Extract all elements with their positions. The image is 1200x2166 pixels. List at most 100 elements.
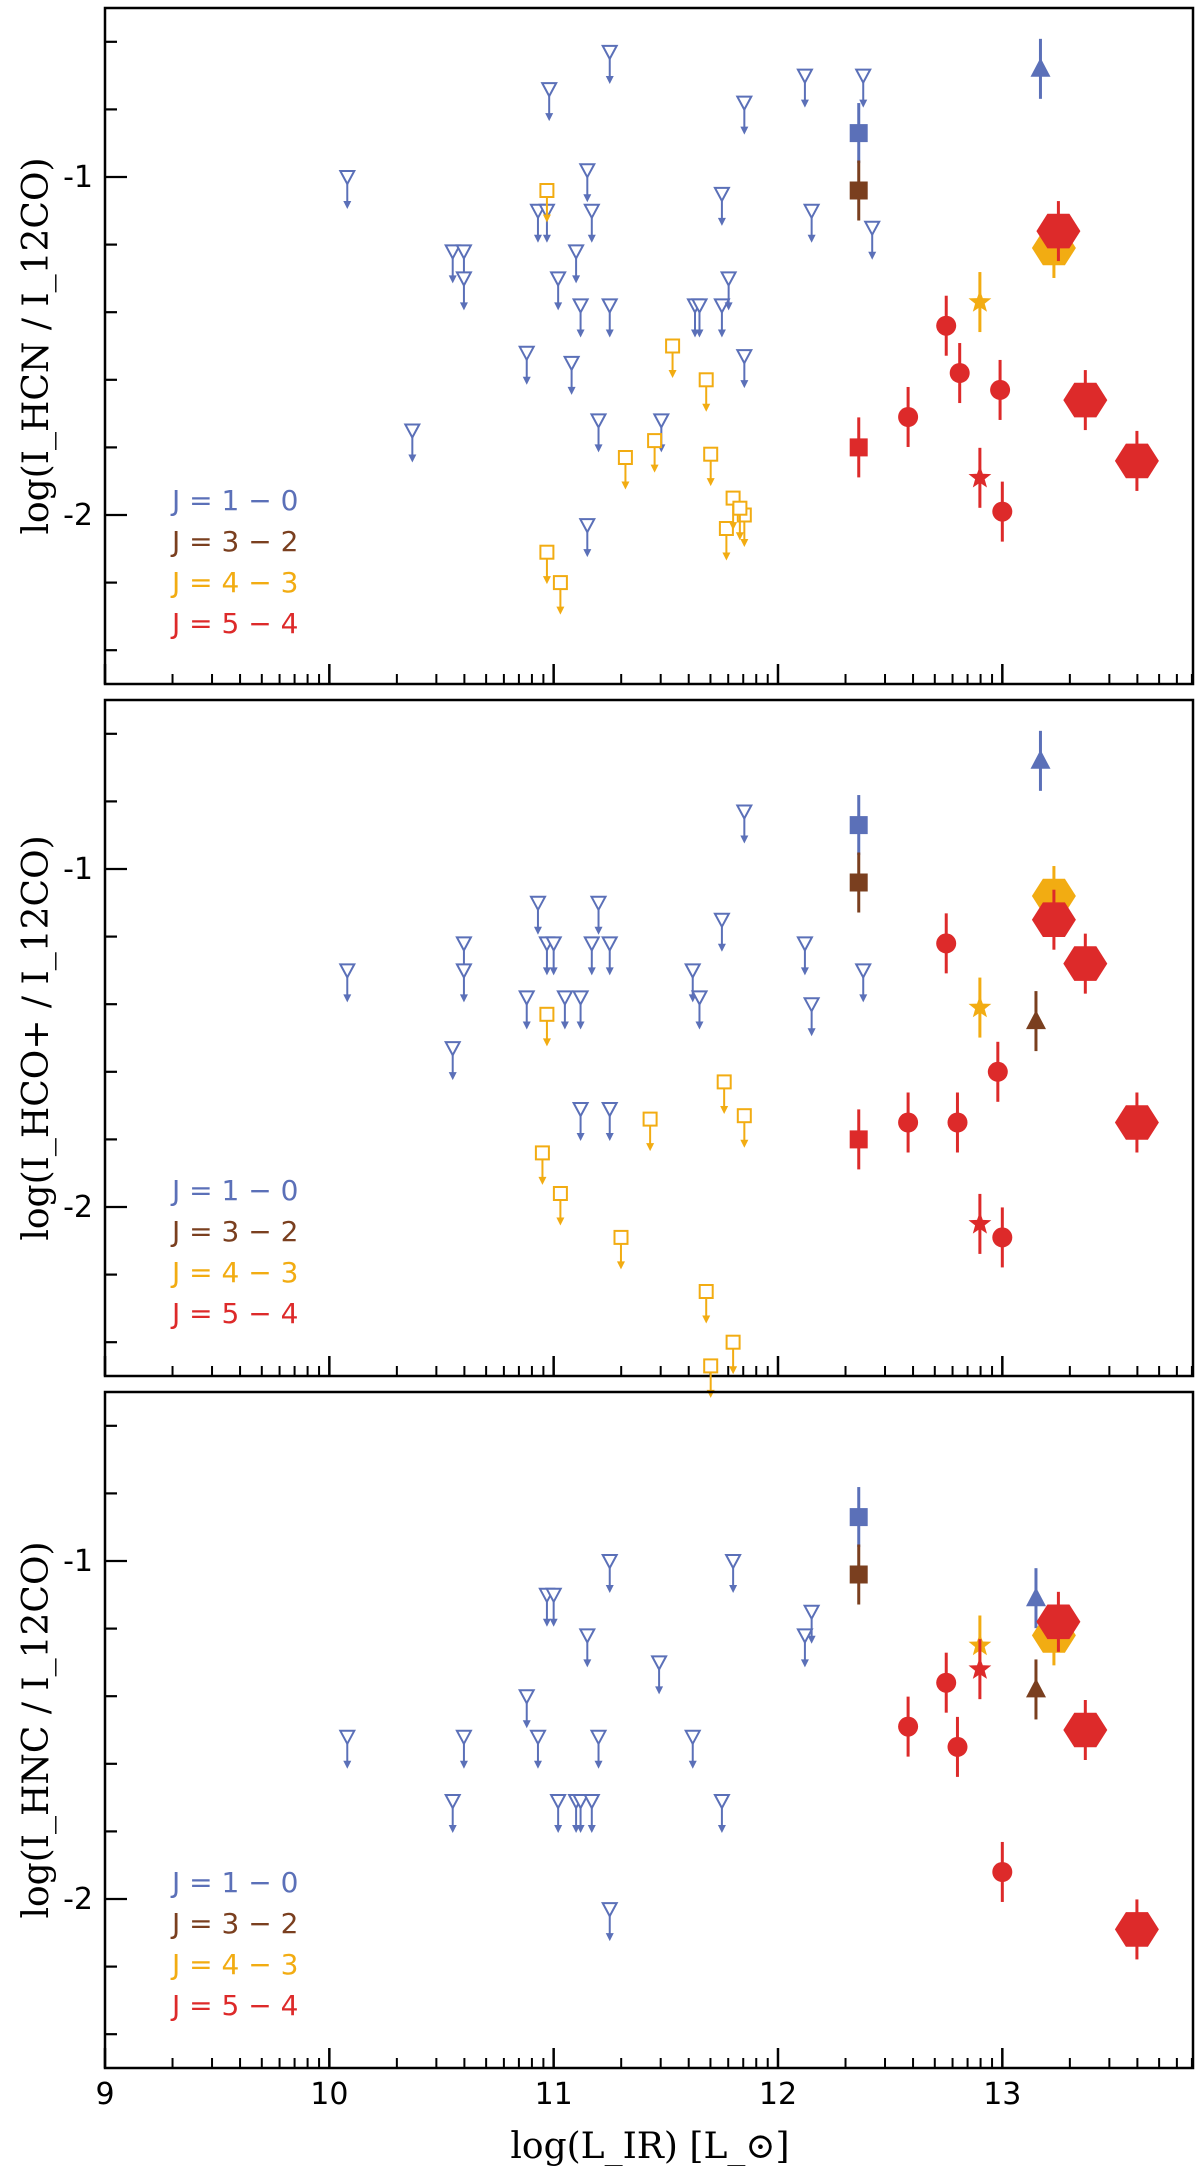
upper-limit-arrow-head <box>542 967 551 976</box>
data-point <box>992 1862 1013 1882</box>
upper-limit-arrow-head <box>522 376 531 385</box>
upper-limit-arrow-head <box>807 1028 816 1037</box>
panel-hcop-legend: J = 1 − 0 J = 3 − 2 J = 4 − 3 J = 5 − 4 <box>170 1174 298 1330</box>
data-point <box>518 990 536 1007</box>
upper-limit-arrow-head <box>605 329 614 338</box>
upper-limit-arrow-head <box>448 1072 457 1081</box>
data-point <box>1114 1105 1159 1140</box>
data-point <box>936 315 957 336</box>
data-point <box>583 203 601 220</box>
x-tick-label: 9 <box>95 2077 114 2112</box>
data-point <box>1036 1604 1081 1640</box>
data-point <box>1026 1010 1046 1030</box>
legend-label-j54: J = 5 − 4 <box>170 1989 298 2022</box>
data-point <box>849 1565 868 1584</box>
panel-hnc-ylabel: log(I_HNC / I_12CO) <box>16 1541 57 1918</box>
legend-label-j10: J = 1 − 0 <box>170 1174 298 1207</box>
upper-limit-arrow-head <box>722 552 731 561</box>
data-point <box>968 1211 992 1234</box>
data-point <box>802 1604 821 1621</box>
data-point <box>736 1108 752 1124</box>
upper-limit-arrow-head <box>702 1315 711 1324</box>
data-point <box>583 1794 601 1811</box>
upper-limit-arrow-head <box>554 302 563 311</box>
panel-hcn-legend: J = 1 − 0 J = 3 − 2 J = 4 − 3 J = 5 − 4 <box>170 484 298 640</box>
legend-label-j43: J = 4 − 3 <box>170 566 298 599</box>
data-point <box>444 244 462 261</box>
upper-limit-arrow-head <box>688 1760 697 1769</box>
upper-limit-arrow-head <box>556 1217 565 1226</box>
upper-limit-arrow-head <box>576 1132 585 1141</box>
data-point <box>578 1628 596 1645</box>
upper-limit-arrow-head <box>542 214 551 223</box>
data-point <box>1114 443 1159 479</box>
data-point <box>567 244 585 261</box>
upper-limit-arrow-head <box>556 606 565 615</box>
upper-limit-arrow-head <box>605 967 614 976</box>
data-point <box>552 1186 568 1201</box>
legend-label-j32: J = 3 − 2 <box>170 525 298 558</box>
data-point <box>338 170 356 187</box>
data-point <box>647 433 663 449</box>
x-axis-label: log(L_IR) [L_⊙] <box>510 2126 789 2166</box>
upper-limit-arrow-head <box>724 302 733 311</box>
upper-limit-arrow-head <box>567 386 576 395</box>
data-point <box>601 936 619 953</box>
upper-limit-arrow-head <box>605 1585 614 1593</box>
panel-hnc-frame <box>103 1390 1195 2070</box>
data-point <box>539 1006 555 1022</box>
upper-limit-arrow-head <box>695 1021 704 1030</box>
upper-limit-arrow-head <box>583 1659 592 1668</box>
upper-limit-arrow-head <box>717 329 726 338</box>
upper-limit-arrow-head <box>459 302 468 311</box>
upper-limit-arrow-head <box>576 1824 585 1833</box>
x-tick-label: 12 <box>759 2077 797 2112</box>
y-tick-label: -1 <box>63 852 93 887</box>
data-point <box>540 82 558 99</box>
data-point <box>455 936 473 953</box>
data-point <box>684 1729 702 1746</box>
data-point <box>735 349 753 366</box>
data-point <box>652 413 670 430</box>
data-point <box>949 363 970 383</box>
data-point <box>713 186 731 204</box>
upper-limit-arrow-head <box>605 1933 614 1942</box>
upper-limit-arrow-head <box>717 943 726 952</box>
data-point <box>455 1729 473 1746</box>
upper-limit-arrow-head <box>572 275 581 284</box>
upper-limit-arrow-head <box>459 994 468 1003</box>
upper-limit-arrow-head <box>621 481 630 490</box>
data-point <box>947 1736 968 1757</box>
data-point <box>601 1902 619 1919</box>
data-point <box>968 995 992 1018</box>
y-tick-label: -2 <box>63 498 93 533</box>
x-tick-label: 10 <box>310 2077 348 2112</box>
data-point <box>589 895 608 912</box>
upper-limit-arrow-head <box>448 275 457 284</box>
data-point <box>732 500 748 516</box>
data-point <box>589 413 608 430</box>
data-point <box>898 1716 919 1737</box>
data-point <box>589 1729 608 1746</box>
upper-limit-arrow-head <box>583 194 592 203</box>
legend-label-j32: J = 3 − 2 <box>170 1907 298 1940</box>
data-point <box>713 912 731 929</box>
upper-limit-arrow-head <box>702 403 711 412</box>
upper-limit-arrow-head <box>695 329 704 338</box>
upper-limit-arrow-head <box>576 329 585 338</box>
upper-limit-arrow-head <box>729 522 738 531</box>
panel-hcn-frame <box>103 6 1195 686</box>
data-point <box>601 1554 619 1571</box>
upper-limit-arrow-head <box>729 1366 738 1375</box>
panel-hnc: -1 -2 9 10 11 12 13 log(I_HNC / I_12CO) J = 1 … <box>16 1390 1195 2112</box>
upper-limit-arrow-head <box>735 532 744 541</box>
panel-hcn-marks <box>338 38 1159 615</box>
data-point <box>698 1284 714 1299</box>
data-point <box>455 963 473 980</box>
upper-limit-arrow-head <box>859 994 868 1003</box>
legend-label-j32: J = 3 − 2 <box>170 1215 298 1248</box>
data-point <box>549 271 567 288</box>
data-point <box>992 1227 1013 1248</box>
data-point <box>571 1102 590 1119</box>
data-point <box>690 990 709 1007</box>
